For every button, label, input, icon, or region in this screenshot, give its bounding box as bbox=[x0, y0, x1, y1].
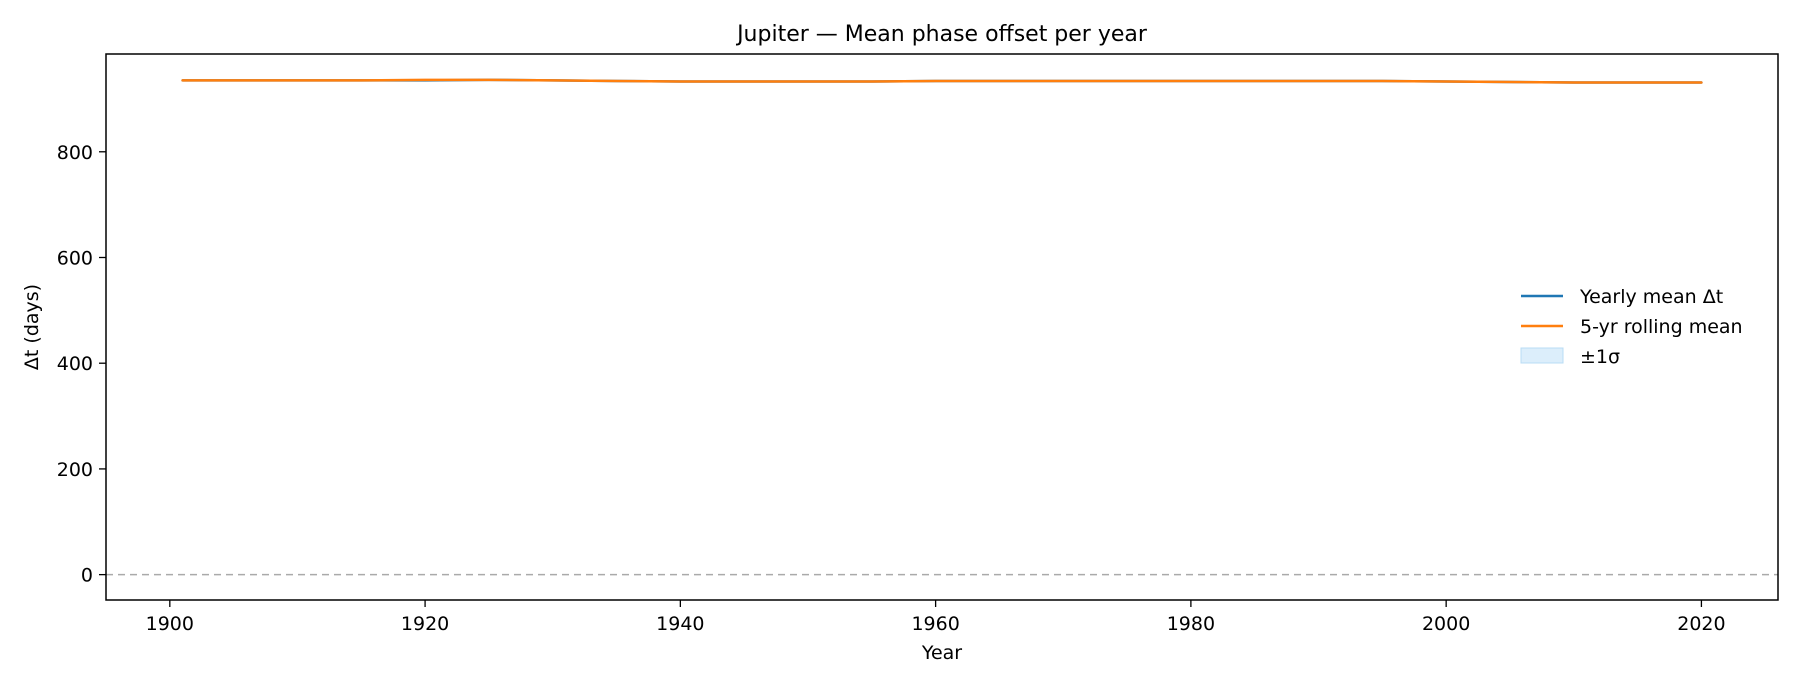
y-tick-label: 400 bbox=[57, 353, 93, 375]
series-layer bbox=[181, 78, 1703, 84]
plot-frame bbox=[105, 53, 1779, 601]
y-axis: 0 200 400 600 800 bbox=[57, 142, 106, 587]
y-tick-label: 0 bbox=[81, 565, 93, 587]
x-tick-label: 1900 bbox=[146, 613, 194, 635]
chart-title: Jupiter — Mean phase offset per year bbox=[735, 22, 1148, 47]
legend-entry-label: 5-yr rolling mean bbox=[1580, 316, 1743, 338]
legend: Yearly mean Δt 5-yr rolling mean ±1σ bbox=[1520, 286, 1743, 368]
y-axis-label: Δt (days) bbox=[21, 284, 43, 370]
legend-entry-label: Yearly mean Δt bbox=[1579, 286, 1723, 308]
x-tick-label: 2000 bbox=[1422, 613, 1470, 635]
x-tick-label: 1960 bbox=[911, 613, 959, 635]
series-rolling-mean-line bbox=[181, 78, 1703, 84]
x-tick-label: 2020 bbox=[1677, 613, 1725, 635]
x-tick-label: 1980 bbox=[1167, 613, 1215, 635]
x-axis-label: Year bbox=[921, 642, 962, 664]
y-tick-label: 600 bbox=[57, 247, 93, 269]
x-axis: 1900 1920 1940 1960 1980 2000 2020 bbox=[146, 600, 1726, 635]
y-tick-label: 800 bbox=[57, 142, 93, 164]
plot-area bbox=[105, 53, 1779, 601]
y-tick-label: 200 bbox=[57, 459, 93, 481]
x-tick-label: 1940 bbox=[656, 613, 704, 635]
legend-swatch-band bbox=[1520, 347, 1564, 364]
legend-entry-label: ±1σ bbox=[1580, 346, 1620, 368]
x-tick-label: 1920 bbox=[401, 613, 449, 635]
